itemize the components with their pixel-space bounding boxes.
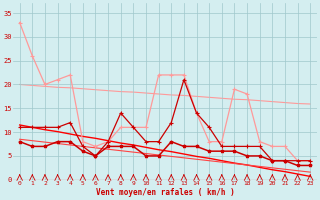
X-axis label: Vent moyen/en rafales ( km/h ): Vent moyen/en rafales ( km/h ) xyxy=(96,188,234,197)
